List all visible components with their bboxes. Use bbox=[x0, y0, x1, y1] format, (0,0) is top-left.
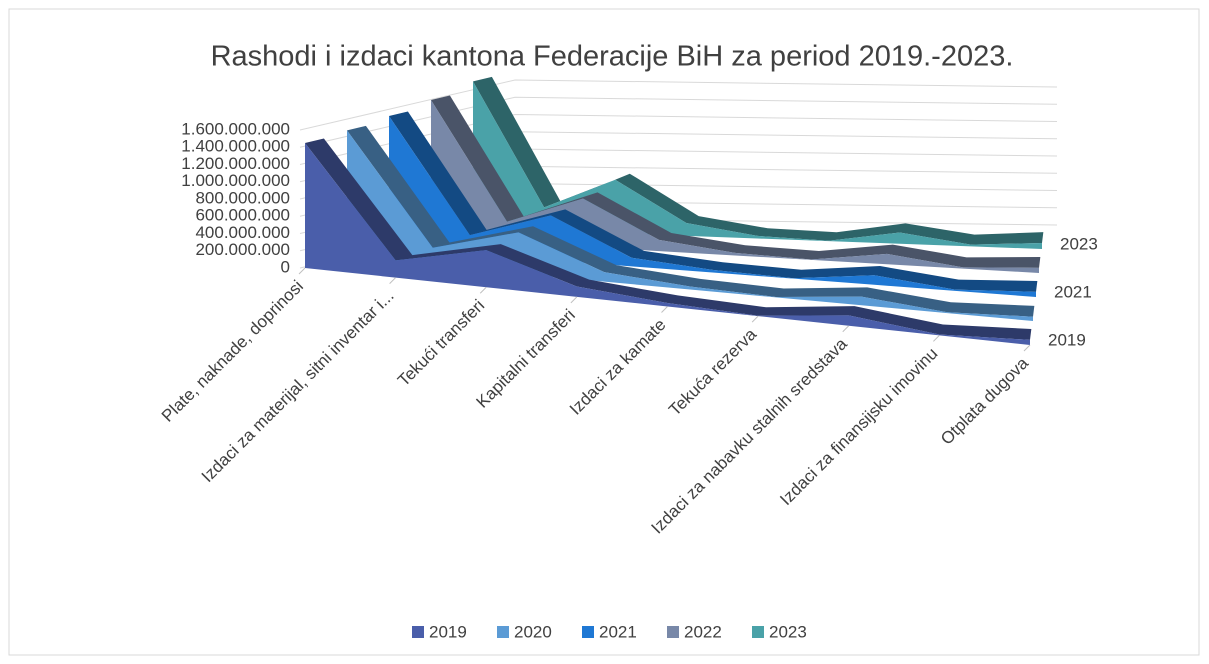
depth-label: 2023 bbox=[1060, 234, 1098, 253]
x-tick bbox=[298, 267, 306, 275]
legend-label: 2020 bbox=[514, 622, 552, 641]
y-tick-label: 1.600.000.000 bbox=[181, 119, 290, 138]
legend-swatch bbox=[412, 626, 424, 638]
x-tick bbox=[751, 315, 759, 323]
x-tick bbox=[933, 335, 940, 342]
y-tick-label: 200.000.000 bbox=[195, 240, 290, 259]
legend-swatch bbox=[752, 626, 764, 638]
legend-swatch bbox=[667, 626, 679, 638]
chart-title: Rashodi i izdaci kantona Federacije BiH … bbox=[211, 41, 1014, 73]
x-tick bbox=[661, 306, 668, 313]
y-tick-label: 0 bbox=[281, 257, 290, 276]
legend-swatch bbox=[582, 626, 594, 638]
legend-label: 2019 bbox=[429, 622, 467, 641]
x-tick bbox=[842, 325, 850, 333]
grid-line bbox=[299, 96, 1058, 148]
y-tick-label: 1.400.000.000 bbox=[181, 137, 290, 156]
y-tick-label: 800.000.000 bbox=[195, 188, 290, 207]
depth-label: 2019 bbox=[1048, 330, 1086, 349]
legend-label: 2023 bbox=[769, 622, 807, 641]
area-top bbox=[347, 125, 1035, 317]
area-top bbox=[305, 138, 1032, 340]
area bbox=[305, 142, 1030, 345]
depth-label: 2021 bbox=[1054, 282, 1092, 301]
y-tick-label: 1.200.000.000 bbox=[181, 154, 290, 173]
x-tick bbox=[389, 277, 396, 284]
y-tick-label: 600.000.000 bbox=[195, 206, 290, 225]
y-tick-label: 1.000.000.000 bbox=[181, 171, 290, 190]
legend-label: 2021 bbox=[599, 622, 637, 641]
x-tick bbox=[479, 286, 487, 294]
grid-line bbox=[299, 79, 1058, 131]
legend-label: 2022 bbox=[684, 622, 722, 641]
x-tick bbox=[570, 296, 578, 304]
x-tick bbox=[1023, 344, 1031, 352]
y-tick-label: 400.000.000 bbox=[195, 223, 290, 242]
legend-swatch bbox=[497, 626, 509, 638]
